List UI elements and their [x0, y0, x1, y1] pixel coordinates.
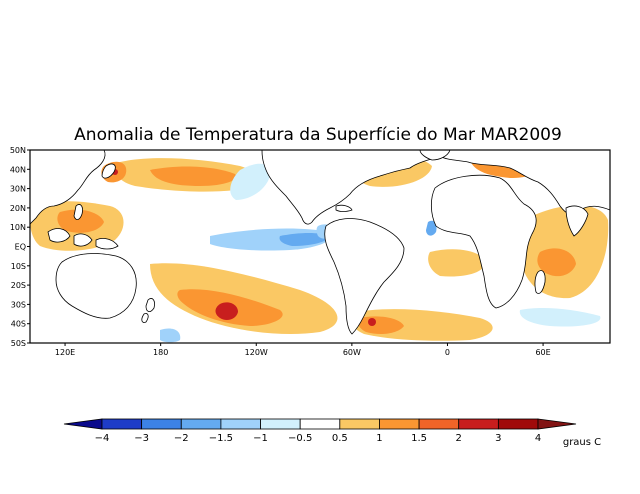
colorbar-swatch	[101, 418, 143, 430]
colorbar-tick-label: −1.5	[209, 433, 233, 444]
lat-tick-label: 50N	[10, 146, 26, 155]
colorbar-tick-label: −4	[95, 433, 110, 444]
south-america-outline	[324, 218, 405, 335]
anomaly-warm-tropical-atlantic	[428, 249, 486, 277]
lon-tick-label: 120W	[245, 348, 268, 357]
lat-tick-label: 10S	[11, 262, 26, 271]
colorbar-swatch	[141, 418, 182, 430]
colorbar-tick-label: −2	[174, 433, 189, 444]
colorbar-swatch	[497, 418, 539, 430]
colorbar-tick-label: 0.5	[332, 433, 348, 444]
colorbar-swatch	[339, 418, 380, 430]
colorbar-arrow-low	[63, 418, 103, 430]
colorbar-tick-label: 3	[495, 433, 501, 444]
colorbar-tick-label: −0.5	[288, 433, 312, 444]
anomaly-cool-ne-pacific	[230, 163, 271, 200]
colorbar-tick-label: 1	[376, 433, 382, 444]
colorbar: −4 −3 −2 −1.5 −1 −0.5 0.5 1 1.5 2 3 4 graus C	[63, 418, 601, 448]
lon-tick-label: 60E	[535, 348, 550, 357]
lat-tick-label: 40S	[11, 320, 26, 329]
colorbar-tick-label: 2	[456, 433, 462, 444]
colorbar-tick-label: 1.5	[411, 433, 427, 444]
madagascar-outline	[534, 270, 546, 294]
anomaly-hot-south-pacific	[215, 302, 238, 320]
greenland-outline	[419, 149, 451, 161]
philippines-outline	[73, 204, 83, 220]
longitude-axis: 120E 180 120W 60W 0 60E	[55, 343, 551, 357]
map-panel: 50N 40N 30N 20N 10N EQ 10S 20S 30S 40S 50S 120E 180…	[10, 146, 611, 357]
anomaly-cool-gulf-guinea	[426, 220, 437, 236]
anomaly-warm-maritime-core	[57, 209, 104, 233]
lat-tick-label: 50S	[11, 339, 26, 348]
colorbar-ticks: −4 −3 −2 −1.5 −1 −0.5 0.5 1 1.5 2 3 4	[95, 433, 542, 444]
colorbar-swatch	[418, 418, 460, 430]
lat-tick-label: EQ	[15, 243, 26, 252]
anomaly-hot-south-atlantic	[368, 318, 376, 326]
anomaly-warm-indian-core	[537, 248, 576, 277]
new-zealand-outline	[141, 298, 155, 323]
japan-outline	[101, 163, 116, 179]
colorbar-tick-label: −1	[253, 433, 268, 444]
north-america-outline	[261, 149, 441, 225]
caribbean-outline	[335, 204, 353, 212]
anomaly-cool-southern-2	[519, 308, 601, 327]
lon-tick-label: 120E	[55, 348, 75, 357]
colorbar-swatch	[260, 418, 301, 430]
colorbar-swatch	[180, 418, 222, 430]
colorbar-arrow-high	[537, 418, 577, 430]
colorbar-tick-label: 4	[535, 433, 541, 444]
anomaly-cool-southern	[160, 328, 181, 343]
colorbar-units: graus C	[563, 437, 601, 448]
lat-tick-label: 30S	[11, 300, 26, 309]
anomaly-cool-eq-pacific-core	[279, 233, 330, 246]
latitude-axis: 50N 40N 30N 20N 10N EQ 10S 20S 30S 40S 50S	[10, 146, 30, 348]
colorbar-swatch	[458, 418, 499, 430]
colorbar-tick-label: −3	[134, 433, 149, 444]
india-outline	[565, 205, 589, 237]
anomaly-warm-north-pacific-core	[150, 166, 236, 186]
colorbar-swatches	[63, 418, 577, 430]
africa-outline	[430, 174, 537, 309]
lat-tick-label: 10N	[10, 223, 26, 232]
lon-tick-label: 60W	[343, 348, 361, 357]
australia-outline	[55, 253, 137, 319]
indonesia-outline	[47, 228, 119, 250]
lat-tick-label: 40N	[10, 165, 26, 174]
map-title: Anomalia de Temperatura da Superfície do…	[74, 125, 562, 145]
lat-tick-label: 20S	[11, 281, 26, 290]
colorbar-swatch	[379, 418, 420, 430]
lat-tick-label: 30N	[10, 185, 26, 194]
lon-tick-label: 180	[153, 348, 168, 357]
lat-tick-label: 20N	[10, 204, 26, 213]
lon-tick-label: 0	[445, 348, 450, 357]
colorbar-swatch	[299, 418, 341, 430]
colorbar-swatch	[220, 418, 261, 430]
continent-outlines	[29, 149, 611, 335]
east-asia-outline	[29, 149, 106, 225]
